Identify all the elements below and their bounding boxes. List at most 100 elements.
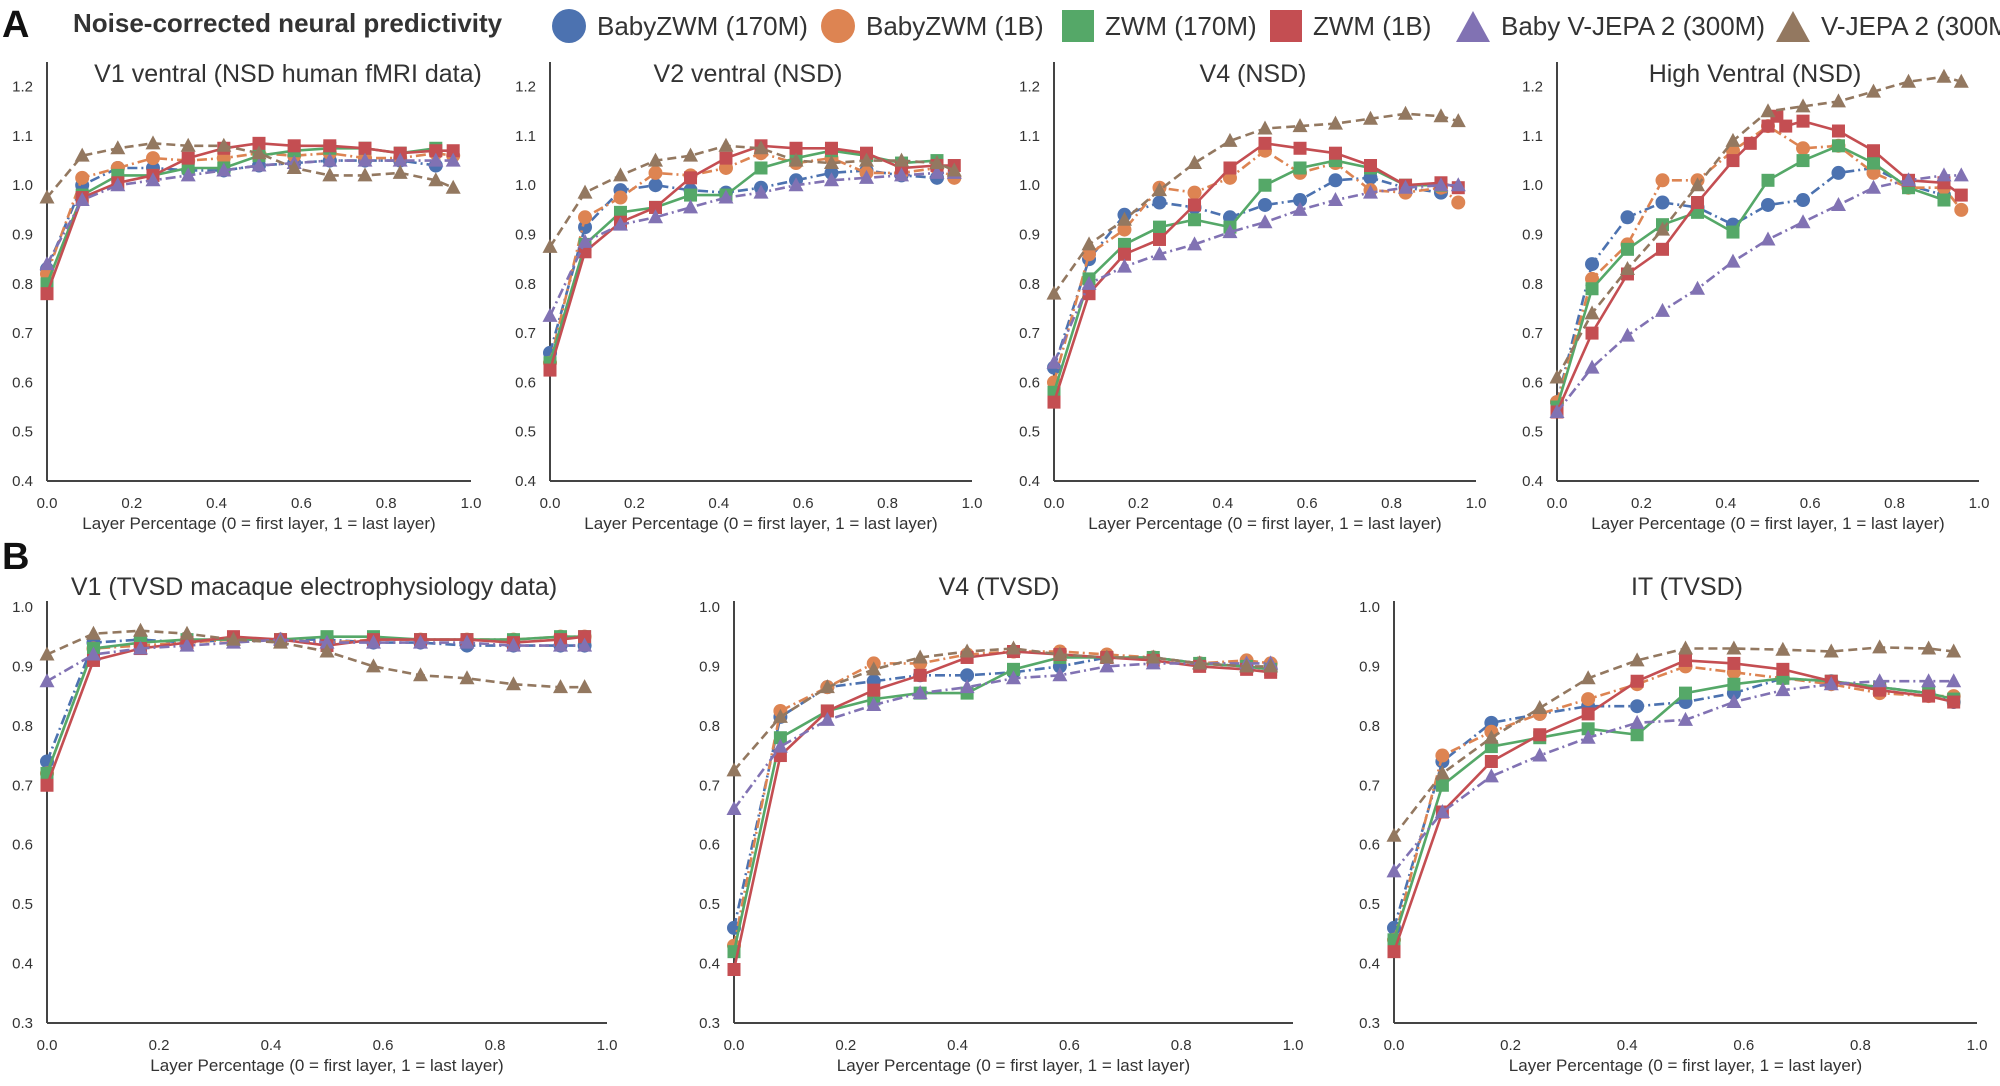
data-point [542,307,558,322]
x-tick-label: 0.2 [1631,495,1652,512]
data-point [1922,689,1936,703]
series-line [1555,75,1962,379]
data-point [1776,662,1790,676]
data-point [1953,73,1969,88]
series-line [1392,676,1955,941]
data-point [1117,222,1132,237]
y-tick-label: 0.5 [12,896,33,913]
data-point [718,189,734,204]
x-tick-label: 0.0 [540,495,561,512]
data-point [1328,173,1343,188]
data-point [1239,658,1255,673]
data-point [181,151,195,165]
series-v-jepa-2-300m [39,622,593,694]
data-point [1691,205,1705,219]
y-tick-label: 1.0 [699,599,720,616]
data-point [1328,146,1342,160]
y-tick-label: 0.7 [12,325,33,342]
data-point [1655,302,1670,317]
data-point [1386,827,1402,842]
data-point [1946,643,1962,658]
data-point [1655,195,1670,210]
triangle-marker-icon [1776,11,1810,42]
series-zwm-170m [543,144,944,370]
data-point [819,679,835,694]
series-line [45,159,454,265]
data-point [110,140,126,155]
series-baby-v-jepa-2-300m [39,152,461,271]
y-tick-label: 1.2 [515,79,536,96]
data-point [1099,658,1115,673]
data-point [1830,93,1846,108]
data-point [1327,115,1343,130]
series-zwm-170m [40,141,443,291]
data-point [146,151,160,166]
data-point [1293,141,1307,155]
data-point [788,177,804,192]
legend-label: BabyZWM (170M) [597,10,808,41]
data-point [726,801,742,816]
data-point [1867,144,1880,158]
data-point [577,637,593,652]
chart-title: V2 ventral (NSD) [654,60,843,88]
data-point [1117,247,1131,261]
legend-item-zwm-1b: ZWM (1B) [1269,6,1431,46]
x-tick-label: 0.2 [1500,1037,1521,1054]
data-point [684,171,698,185]
data-point [1585,257,1600,272]
data-point [1435,778,1449,792]
legend-label: V-JEPA 2 (300M) [1821,10,2000,41]
data-point [648,165,663,180]
y-tick-label: 0.7 [12,777,33,794]
data-point [772,738,788,753]
data-point [929,155,945,170]
data-point [823,155,839,170]
panel-b-label: B [2,536,30,578]
data-point [1655,173,1670,188]
data-point [577,679,593,694]
y-tick-label: 0.8 [1019,276,1040,293]
y-tick-label: 0.4 [1359,956,1380,973]
data-point [1796,141,1811,156]
x-tick-label: 0.4 [206,495,227,512]
data-point [1727,677,1741,691]
data-point [1936,68,1952,83]
data-point [1187,155,1203,170]
x-tick-label: 0.4 [1715,495,1736,512]
x-tick-label: 0.8 [1381,495,1402,512]
data-point [866,661,882,676]
data-point [74,147,90,162]
series-v-jepa-2-300m [1386,639,1962,842]
x-tick-label: 1.0 [461,495,482,512]
data-point [1483,729,1499,744]
data-point [1620,242,1634,256]
x-tick-label: 1.0 [1969,495,1990,512]
x-tick-label: 0.0 [37,1037,58,1054]
y-tick-label: 0.6 [1522,374,1543,391]
y-tick-label: 1.1 [12,128,33,145]
y-tick-label: 0.6 [12,374,33,391]
data-point [1831,165,1846,180]
data-point [913,668,927,682]
data-point [1188,213,1202,227]
data-point [1046,354,1062,369]
data-point [1630,699,1645,714]
data-point [1796,154,1810,168]
data-point [252,136,266,150]
x-tick-label: 0.0 [724,1037,745,1054]
series-v-jepa-2-300m [1549,68,1969,384]
series-zwm-1b [1047,136,1465,409]
data-point [1451,195,1466,210]
y-tick-label: 0.7 [699,777,720,794]
data-point [180,137,196,152]
data-point [39,646,55,661]
x-tick-label: 1.0 [962,495,983,512]
series-line [548,171,955,317]
data-point [75,170,90,185]
data-point [1223,161,1237,175]
data-point [1830,196,1846,211]
x-tick-label: 0.8 [1171,1037,1192,1054]
data-point [1434,804,1450,818]
data-point [1192,655,1208,670]
data-point [1153,232,1166,246]
